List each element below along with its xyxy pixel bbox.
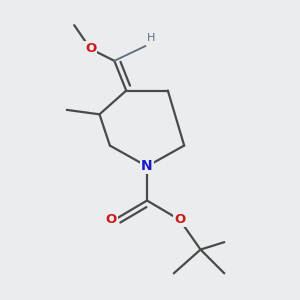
Text: N: N [141, 159, 153, 173]
Text: O: O [174, 213, 185, 226]
Text: O: O [85, 42, 96, 56]
Text: H: H [147, 33, 155, 43]
Text: O: O [106, 213, 117, 226]
